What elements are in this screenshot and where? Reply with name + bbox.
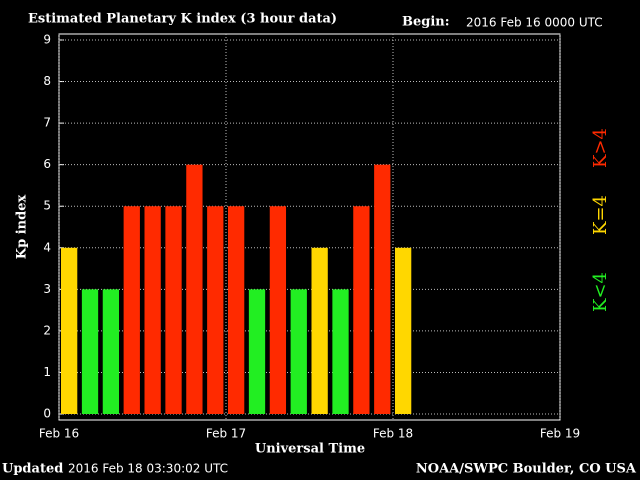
x-tick-label: Feb 19 — [540, 427, 580, 441]
bar — [228, 206, 245, 414]
chart-title: Estimated Planetary K index (3 hour data… — [28, 12, 337, 27]
y-tick-label: 0 — [43, 407, 51, 421]
bar — [269, 206, 287, 414]
bar — [248, 289, 266, 414]
y-tick-label: 3 — [43, 282, 51, 296]
bar — [395, 247, 412, 414]
y-tick-label: 7 — [43, 116, 51, 130]
bar — [144, 206, 161, 414]
y-tick-label: 1 — [43, 365, 51, 379]
bar — [353, 206, 370, 414]
bar — [311, 247, 328, 414]
bar — [102, 289, 120, 414]
y-tick-label: 6 — [43, 157, 51, 171]
y-tick-label: 2 — [43, 323, 51, 337]
bar — [165, 206, 182, 414]
credit: NOAA/SWPC Boulder, CO USA — [416, 462, 637, 477]
y-axis-label: Kp index — [15, 195, 30, 260]
bar — [374, 164, 391, 414]
updated-value: 2016 Feb 18 03:30:02 UTC — [68, 462, 228, 476]
x-tick-label: Feb 18 — [373, 427, 413, 441]
bar — [207, 206, 224, 414]
begin-value: 2016 Feb 16 0000 UTC — [466, 16, 603, 30]
y-tick-label: 8 — [43, 74, 51, 88]
legend-entry: K<4 — [590, 272, 611, 312]
x-tick-label: Feb 16 — [39, 427, 79, 441]
x-axis-label: Universal Time — [255, 442, 365, 457]
bar — [290, 289, 307, 414]
updated-label: Updated — [2, 462, 63, 477]
legend-entry: K>4 — [590, 128, 611, 168]
y-tick-label: 9 — [43, 33, 51, 47]
bar — [61, 247, 78, 414]
bar — [123, 206, 140, 414]
x-tick-label: Feb 17 — [206, 427, 246, 441]
bar — [186, 164, 203, 414]
bar — [81, 289, 99, 414]
bar — [332, 289, 349, 414]
y-tick-label: 4 — [43, 240, 51, 254]
legend-entry: K=4 — [590, 195, 611, 235]
y-tick-label: 5 — [43, 199, 51, 213]
begin-label: Begin: — [402, 15, 450, 30]
